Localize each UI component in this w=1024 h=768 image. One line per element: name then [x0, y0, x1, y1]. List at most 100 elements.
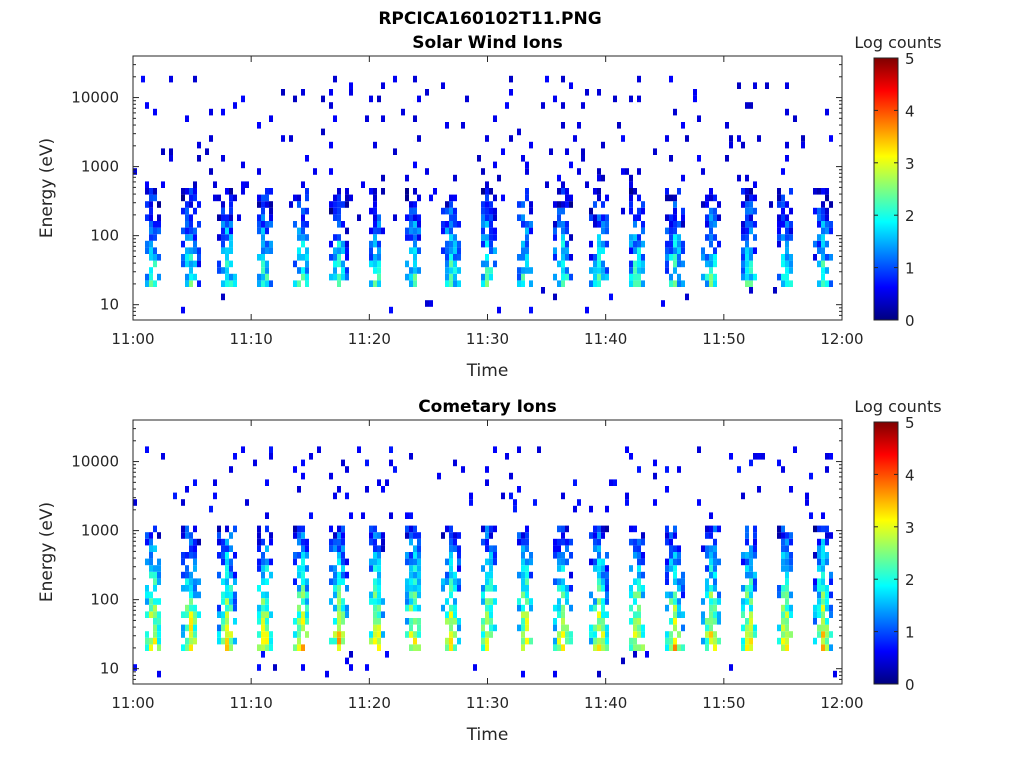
spectrogram-cell	[269, 532, 273, 539]
spectrogram-cell	[641, 558, 645, 566]
spectrogram-cell	[717, 637, 721, 645]
spectrogram-cell	[633, 260, 637, 268]
spectrogram-cell	[669, 644, 673, 651]
spectrogram-cell	[745, 207, 749, 215]
spectrogram-cell	[785, 247, 789, 254]
spectrogram-cell	[605, 227, 609, 235]
spectrogram-cell	[709, 280, 713, 287]
spectrogram-cell	[813, 604, 817, 612]
x-tick-label: 11:30	[466, 330, 509, 348]
spectrogram-cells	[133, 75, 833, 314]
spectrogram-cell	[597, 532, 601, 539]
spectrogram-cell	[373, 585, 377, 592]
spectrogram-cell	[529, 207, 533, 215]
spectrogram-cell	[241, 446, 245, 453]
spectrogram-cell	[453, 207, 457, 215]
spectrogram-cell	[597, 538, 601, 546]
spectrogram-cell	[453, 240, 457, 248]
spectrogram-cell	[413, 604, 417, 612]
spectrogram-cell	[557, 174, 561, 182]
spectrogram-cell	[525, 545, 529, 552]
spectrogram-cell	[193, 479, 197, 486]
spectrogram-cell	[593, 532, 597, 539]
spectrogram-cell	[749, 260, 753, 268]
spectrogram-cell	[329, 545, 333, 552]
spectrogram-cell	[705, 273, 709, 281]
spectrogram-cell	[681, 585, 685, 592]
spectrogram-cell	[789, 221, 793, 228]
spectrogram-cell	[149, 545, 153, 552]
spectrogram-cell	[185, 221, 189, 228]
spectrogram-cell	[225, 214, 229, 221]
spectrogram-cell	[629, 247, 633, 254]
spectrogram-cell	[669, 227, 673, 235]
spectrogram-cell	[193, 604, 197, 612]
spectrogram-cell	[493, 194, 497, 202]
spectrogram-cell	[221, 293, 225, 301]
spectrogram-cell	[825, 108, 829, 116]
spectrogram-cell	[301, 525, 305, 533]
spectrogram-cell	[601, 571, 605, 579]
spectrogram-cell	[305, 618, 309, 625]
spectrogram-cell	[269, 558, 273, 566]
spectrogram-cell	[261, 637, 265, 645]
spectrogram-cell	[229, 585, 233, 592]
spectrogram-cell	[257, 604, 261, 612]
spectrogram-cell	[481, 644, 485, 651]
spectrogram-cell	[305, 538, 309, 546]
spectrogram-cell	[745, 214, 749, 221]
spectrogram-cell	[229, 227, 233, 235]
spectrogram-cell	[373, 624, 377, 632]
spectrogram-cell	[473, 664, 477, 671]
spectrogram-cell	[257, 227, 261, 235]
spectrogram-cell	[493, 545, 497, 552]
spectrogram-cell	[185, 247, 189, 254]
spectrogram-cell	[301, 585, 305, 592]
spectrogram-cell	[813, 254, 817, 261]
spectrogram-cell	[625, 446, 629, 453]
colorbar-tick-label: 2	[905, 207, 915, 225]
spectrogram-cell	[625, 492, 629, 500]
spectrogram-cell	[745, 558, 749, 566]
spectrogram-cell	[553, 201, 557, 208]
spectrogram-cell	[193, 240, 197, 248]
spectrogram-cell	[669, 538, 673, 546]
spectrogram-cell	[445, 525, 449, 533]
spectrogram-cell	[753, 624, 757, 632]
spectrogram-cell	[669, 247, 673, 254]
colorbar-tick-label: 1	[905, 624, 915, 642]
spectrogram-cell	[601, 174, 605, 182]
spectrogram-cell	[705, 624, 709, 632]
spectrogram-cell	[337, 591, 341, 599]
spectrogram-cell	[485, 637, 489, 645]
spectrogram-cell	[225, 280, 229, 287]
spectrogram-cell	[333, 201, 337, 208]
spectrogram-cell	[525, 267, 529, 274]
spectrogram-cell	[333, 267, 337, 274]
spectrogram-cell	[673, 247, 677, 254]
spectrogram-cell	[601, 585, 605, 592]
spectrogram-cell	[601, 624, 605, 632]
spectrogram-cell	[541, 287, 545, 294]
spectrogram-cell	[333, 254, 337, 261]
spectrogram-cell	[565, 247, 569, 254]
spectrogram-cell	[701, 545, 705, 552]
spectrogram-cell	[293, 558, 297, 566]
spectrogram-cell	[629, 174, 633, 182]
spectrogram-cell	[741, 247, 745, 254]
spectrogram-cell	[665, 532, 669, 539]
spectrogram-cell	[597, 618, 601, 625]
spectrogram-cell	[777, 221, 781, 228]
spectrogram-cell	[181, 558, 185, 566]
spectrogram-cell	[445, 207, 449, 215]
spectrogram-cell	[225, 254, 229, 261]
spectrogram-cell	[745, 194, 749, 202]
spectrogram-cell	[377, 565, 381, 572]
spectrogram-cell	[713, 604, 717, 612]
spectrogram-cell	[457, 280, 461, 287]
spectrogram-cell	[301, 472, 305, 480]
spectrogram-cell	[597, 585, 601, 592]
spectrogram-cell	[597, 247, 601, 254]
spectrogram-cell	[665, 240, 669, 248]
spectrogram-cell	[413, 525, 417, 533]
